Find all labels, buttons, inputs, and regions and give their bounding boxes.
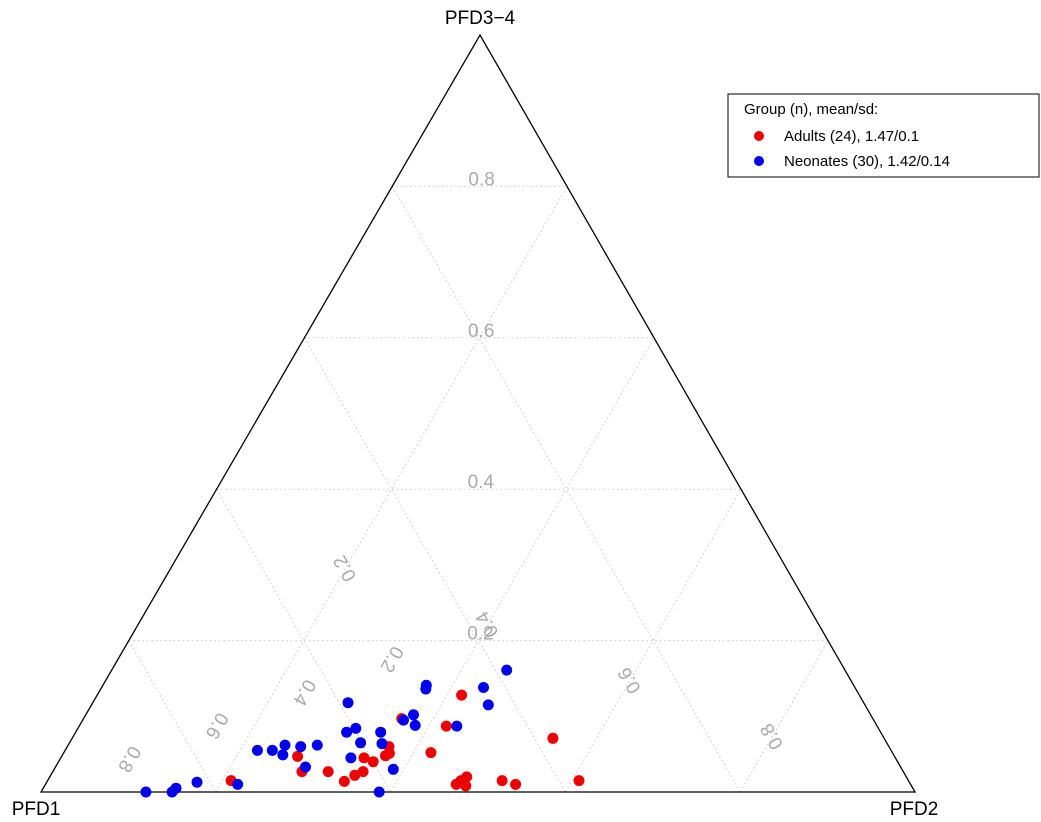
data-point-neonates <box>409 719 421 731</box>
data-point-neonates <box>375 726 387 738</box>
data-point-adults <box>460 780 472 792</box>
data-point-adults <box>383 747 395 759</box>
tick-label-right-axis: 0.8 <box>757 720 788 753</box>
data-point-adults <box>425 747 437 759</box>
data-point-neonates <box>295 741 307 753</box>
data-point-neonates <box>398 714 409 726</box>
data-point-neonates <box>191 776 203 788</box>
data-point-adults <box>456 689 468 701</box>
data-point-adults <box>440 720 452 732</box>
data-point-neonates <box>232 778 244 790</box>
data-point-adults <box>292 750 304 762</box>
data-point-neonates <box>408 709 419 721</box>
data-point-neonates <box>350 722 362 734</box>
tick-label-left-axis: 0.4 <box>288 676 320 710</box>
tick-label-top-axis: 0.8 <box>468 169 494 190</box>
data-point-neonates <box>342 697 354 709</box>
data-point-adults <box>496 775 508 787</box>
data-points <box>140 664 585 798</box>
data-point-neonates <box>420 683 432 695</box>
grid-line-pfd2 <box>739 640 829 793</box>
data-point-neonates <box>345 752 357 764</box>
tick-label-left-axis: 0.6 <box>201 709 232 742</box>
tick-label-left-axis: 0.2 <box>376 642 407 675</box>
data-point-neonates <box>251 744 263 756</box>
data-point-adults <box>358 752 370 764</box>
data-point-neonates <box>300 761 311 773</box>
legend-marker-neonates <box>754 156 764 166</box>
vertex-label-right: PFD2 <box>890 799 939 820</box>
data-point-adults <box>547 732 559 744</box>
legend-marker-adults <box>754 131 764 141</box>
data-point-adults <box>357 766 369 778</box>
data-point-neonates <box>451 720 463 732</box>
data-point-neonates <box>478 682 489 693</box>
data-point-adults <box>367 756 379 768</box>
data-point-neonates <box>341 726 353 738</box>
grid-line-pfd1 <box>303 337 566 793</box>
data-point-neonates <box>266 744 278 756</box>
data-point-neonates <box>501 664 513 676</box>
vertex-label-left: PFD1 <box>12 799 61 820</box>
data-point-neonates <box>482 699 494 711</box>
grid-line-pfd2 <box>390 337 655 793</box>
data-point-neonates <box>373 786 385 798</box>
vertex-label-top: PFD3−4 <box>445 8 516 29</box>
tick-label-top-axis: 0.6 <box>468 321 494 342</box>
data-point-adults <box>573 775 585 787</box>
grid-line-pfd1 <box>391 186 741 793</box>
tick-label-left-axis: 0.8 <box>113 742 144 775</box>
data-point-neonates <box>140 786 152 798</box>
triangle-frame <box>39 33 917 793</box>
data-point-adults <box>322 766 334 778</box>
data-point-adults <box>510 778 522 790</box>
data-point-adults <box>338 775 350 787</box>
tick-label-right-axis: 0.2 <box>330 551 361 584</box>
tick-label-right-axis: 0.6 <box>614 664 645 697</box>
data-point-neonates <box>387 763 399 775</box>
legend-title: Group (n), mean/sd: <box>744 101 878 118</box>
data-point-neonates <box>279 739 291 751</box>
legend-box <box>727 93 1040 178</box>
data-point-neonates <box>376 738 388 750</box>
tick-label-top-axis: 0.4 <box>468 472 495 493</box>
data-point-adults <box>349 769 361 781</box>
data-point-neonates <box>170 782 182 794</box>
tick-label-top-axis: 0.2 <box>467 624 493 645</box>
data-point-neonates <box>311 739 323 751</box>
legend: Group (n), mean/sd: Adults (24), 1.47/0.… <box>727 93 1040 178</box>
tick-labels: 0.20.40.60.80.20.40.60.80.20.40.60.8 <box>113 169 788 775</box>
legend-label-neonates: Neonates (30), 1.42/0.14 <box>784 153 950 170</box>
legend-label-adults: Adults (24), 1.47/0.1 <box>784 128 919 145</box>
data-point-adults <box>461 771 473 783</box>
grid-line-pfd1 <box>128 640 217 793</box>
grid-lines <box>128 185 829 793</box>
data-point-neonates <box>355 737 367 749</box>
data-point-neonates <box>277 749 289 761</box>
